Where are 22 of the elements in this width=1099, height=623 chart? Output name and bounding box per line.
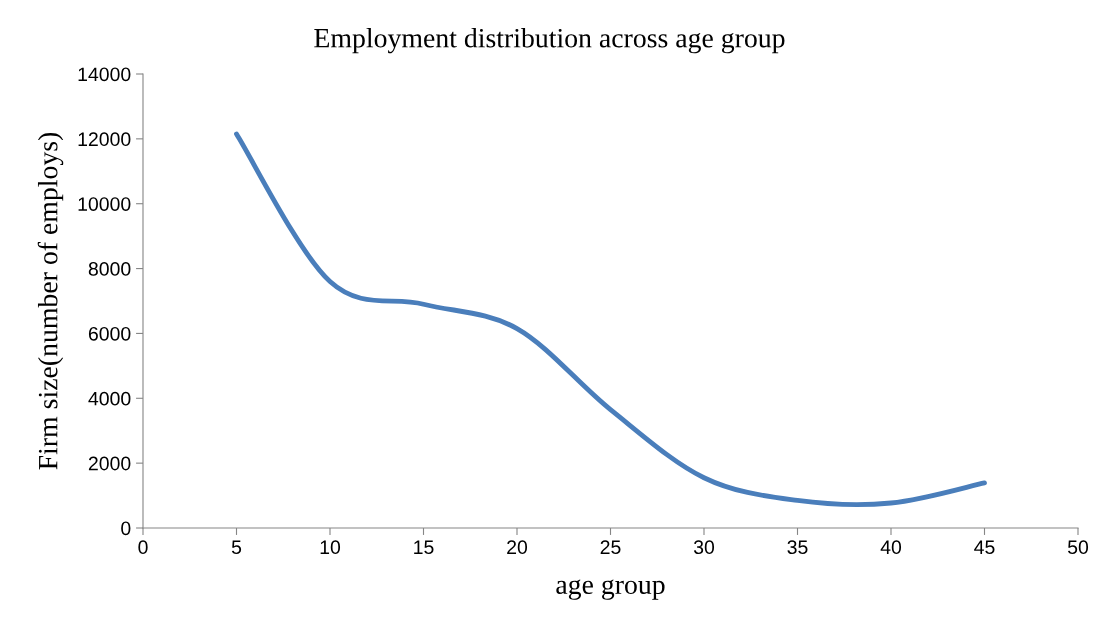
chart-title: Employment distribution across age group [314, 28, 785, 54]
y-tick-label: 2000 [88, 456, 131, 471]
x-tick-label: 15 [414, 540, 434, 555]
x-tick-label: 0 [138, 540, 148, 555]
x-tick-label: 20 [507, 540, 528, 555]
y-tick-label: 8000 [88, 262, 131, 276]
y-tick-label: 0 [121, 521, 131, 536]
x-tick-label: 50 [1067, 540, 1089, 555]
y-tick-label: 6000 [88, 326, 131, 341]
x-tick-label: 45 [974, 540, 995, 555]
x-tick-label: 35 [787, 540, 808, 555]
x-tick-label: 40 [880, 540, 902, 555]
y-tick-label: 12000 [78, 132, 131, 147]
x-tick-label: 25 [600, 540, 621, 555]
x-tick-label: 30 [693, 540, 715, 555]
x-tick-label: 10 [320, 540, 341, 555]
x-tick-label: 5 [231, 540, 242, 555]
x-axis-title: age group [556, 579, 665, 600]
y-tick-label: 4000 [88, 391, 131, 406]
y-axis-title: Firm size(number of employs) [37, 132, 64, 470]
y-tick-label: 10000 [78, 197, 131, 211]
y-tick-label: 14000 [78, 67, 131, 82]
